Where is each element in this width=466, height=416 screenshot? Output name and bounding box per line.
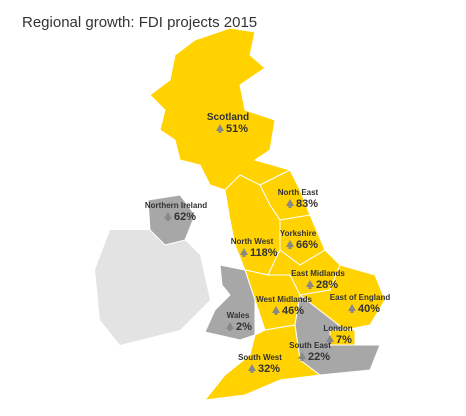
region-value: 40% bbox=[358, 303, 380, 315]
up-arrow bbox=[326, 335, 334, 344]
region-name: Scotland bbox=[207, 112, 249, 123]
scotland bbox=[149, 27, 292, 191]
up-arrow bbox=[164, 212, 172, 221]
region-value: 2% bbox=[236, 321, 252, 333]
region-name: East Midlands bbox=[291, 269, 345, 278]
region-value: 66% bbox=[296, 239, 318, 251]
region-name: South East bbox=[289, 341, 331, 350]
up-arrow bbox=[298, 352, 306, 361]
region-name: West Midlands bbox=[256, 295, 312, 304]
up-arrow bbox=[306, 280, 314, 289]
region-name: North East bbox=[278, 188, 319, 197]
region-value: 46% bbox=[282, 305, 304, 317]
up-arrow bbox=[226, 322, 234, 331]
region-value: 118% bbox=[250, 247, 278, 259]
region-name: East of England bbox=[330, 293, 391, 302]
up-arrow bbox=[248, 364, 256, 373]
up-arrow bbox=[272, 306, 280, 315]
northern-ireland bbox=[147, 194, 196, 246]
region-value: 51% bbox=[226, 123, 248, 135]
region-name: North West bbox=[231, 237, 274, 246]
region-value: 28% bbox=[316, 279, 338, 291]
up-arrow bbox=[286, 199, 294, 208]
south-west bbox=[203, 324, 322, 401]
region-name: South West bbox=[238, 353, 282, 362]
up-arrow bbox=[286, 240, 294, 249]
region-value: 32% bbox=[258, 363, 280, 375]
up-arrow bbox=[216, 124, 224, 133]
region-value: 22% bbox=[308, 351, 330, 363]
region-value: 62% bbox=[174, 211, 196, 223]
up-arrow bbox=[348, 304, 356, 313]
up-arrow bbox=[240, 248, 248, 257]
wales bbox=[204, 264, 256, 341]
title: Regional growth: FDI projects 2015 bbox=[22, 14, 257, 31]
region-name: Northern Ireland bbox=[145, 201, 207, 210]
region-value: 7% bbox=[336, 334, 352, 346]
region-name: Wales bbox=[227, 311, 250, 320]
region-name: Yorkshire bbox=[280, 229, 317, 238]
ireland bbox=[95, 230, 210, 345]
region-value: 83% bbox=[296, 198, 318, 210]
region-name: London bbox=[323, 324, 352, 333]
